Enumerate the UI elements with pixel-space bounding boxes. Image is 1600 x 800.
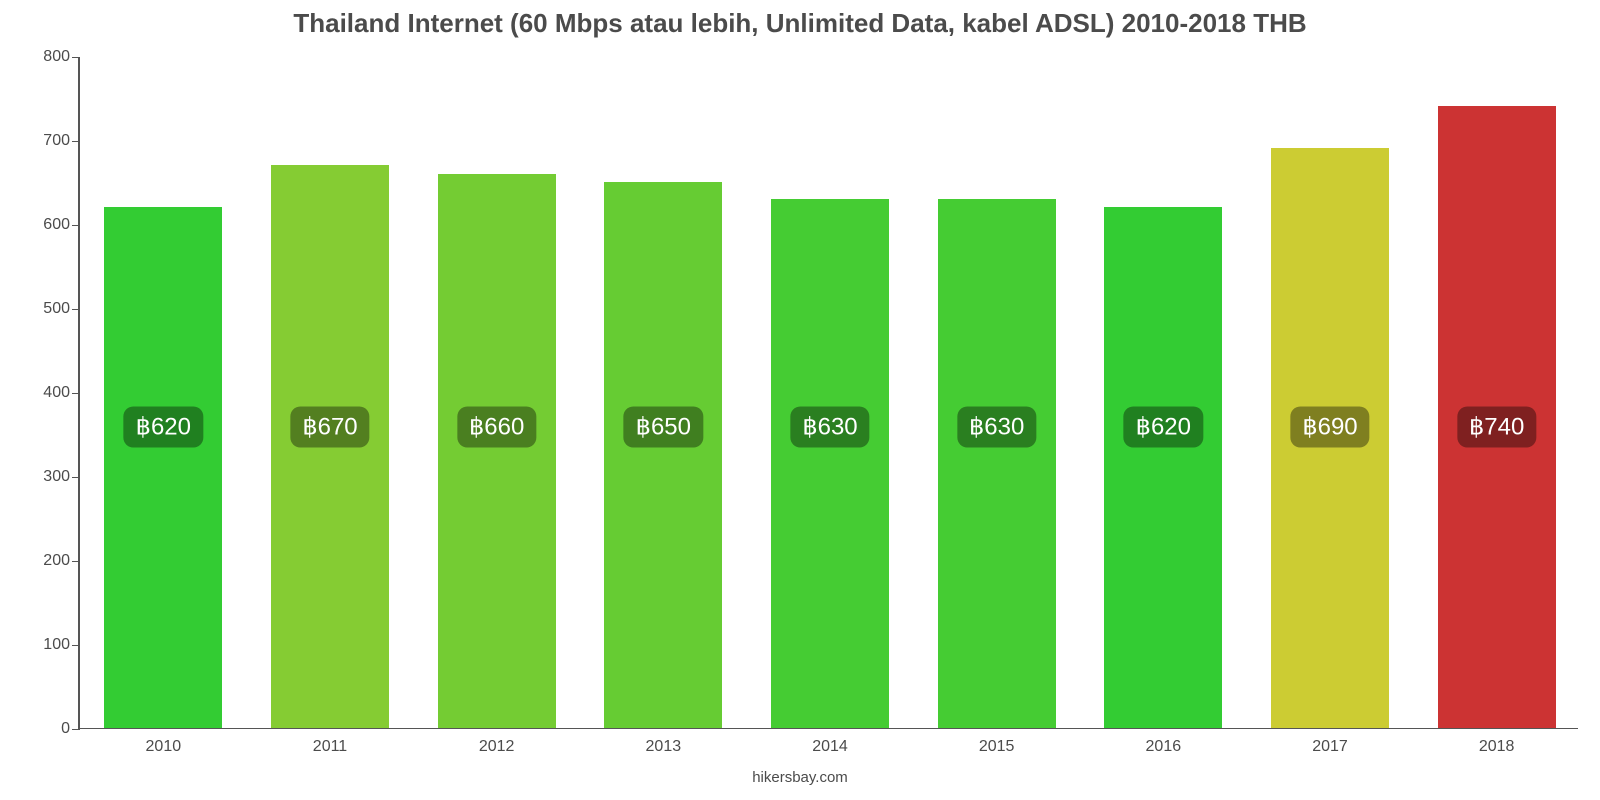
x-tick-label: 2011 [313, 728, 347, 756]
y-tick-label: 700 [43, 132, 80, 150]
x-tick-label: 2015 [979, 728, 1015, 756]
bar [104, 207, 222, 728]
plot-area: 01002003004005006007008002010฿6202011฿67… [78, 57, 1578, 729]
bar [438, 174, 556, 728]
y-tick-label: 100 [43, 636, 80, 654]
value-badge: ฿660 [457, 406, 536, 447]
bar [771, 199, 889, 728]
x-tick-label: 2012 [479, 728, 515, 756]
value-badge: ฿620 [124, 406, 203, 447]
bar [1104, 207, 1222, 728]
x-tick-label: 2013 [646, 728, 682, 756]
x-tick-label: 2016 [1146, 728, 1182, 756]
value-badge: ฿740 [1457, 406, 1536, 447]
chart-container: Thailand Internet (60 Mbps atau lebih, U… [0, 0, 1600, 800]
value-badge: ฿690 [1290, 406, 1369, 447]
y-tick-label: 800 [43, 48, 80, 66]
value-badge: ฿630 [790, 406, 869, 447]
y-tick-label: 300 [43, 468, 80, 486]
y-tick-label: 600 [43, 216, 80, 234]
value-badge: ฿630 [957, 406, 1036, 447]
bar [604, 182, 722, 728]
value-badge: ฿650 [624, 406, 703, 447]
source-label: hikersbay.com [0, 769, 1600, 786]
value-badge: ฿670 [290, 406, 369, 447]
y-tick-label: 200 [43, 552, 80, 570]
x-tick-label: 2017 [1312, 728, 1348, 756]
value-badge: ฿620 [1124, 406, 1203, 447]
x-tick-label: 2010 [146, 728, 182, 756]
bar [938, 199, 1056, 728]
chart-title: Thailand Internet (60 Mbps atau lebih, U… [0, 8, 1600, 39]
y-tick-label: 500 [43, 300, 80, 318]
x-tick-label: 2014 [812, 728, 848, 756]
x-tick-label: 2018 [1479, 728, 1515, 756]
y-tick-label: 0 [61, 720, 80, 738]
y-tick-label: 400 [43, 384, 80, 402]
